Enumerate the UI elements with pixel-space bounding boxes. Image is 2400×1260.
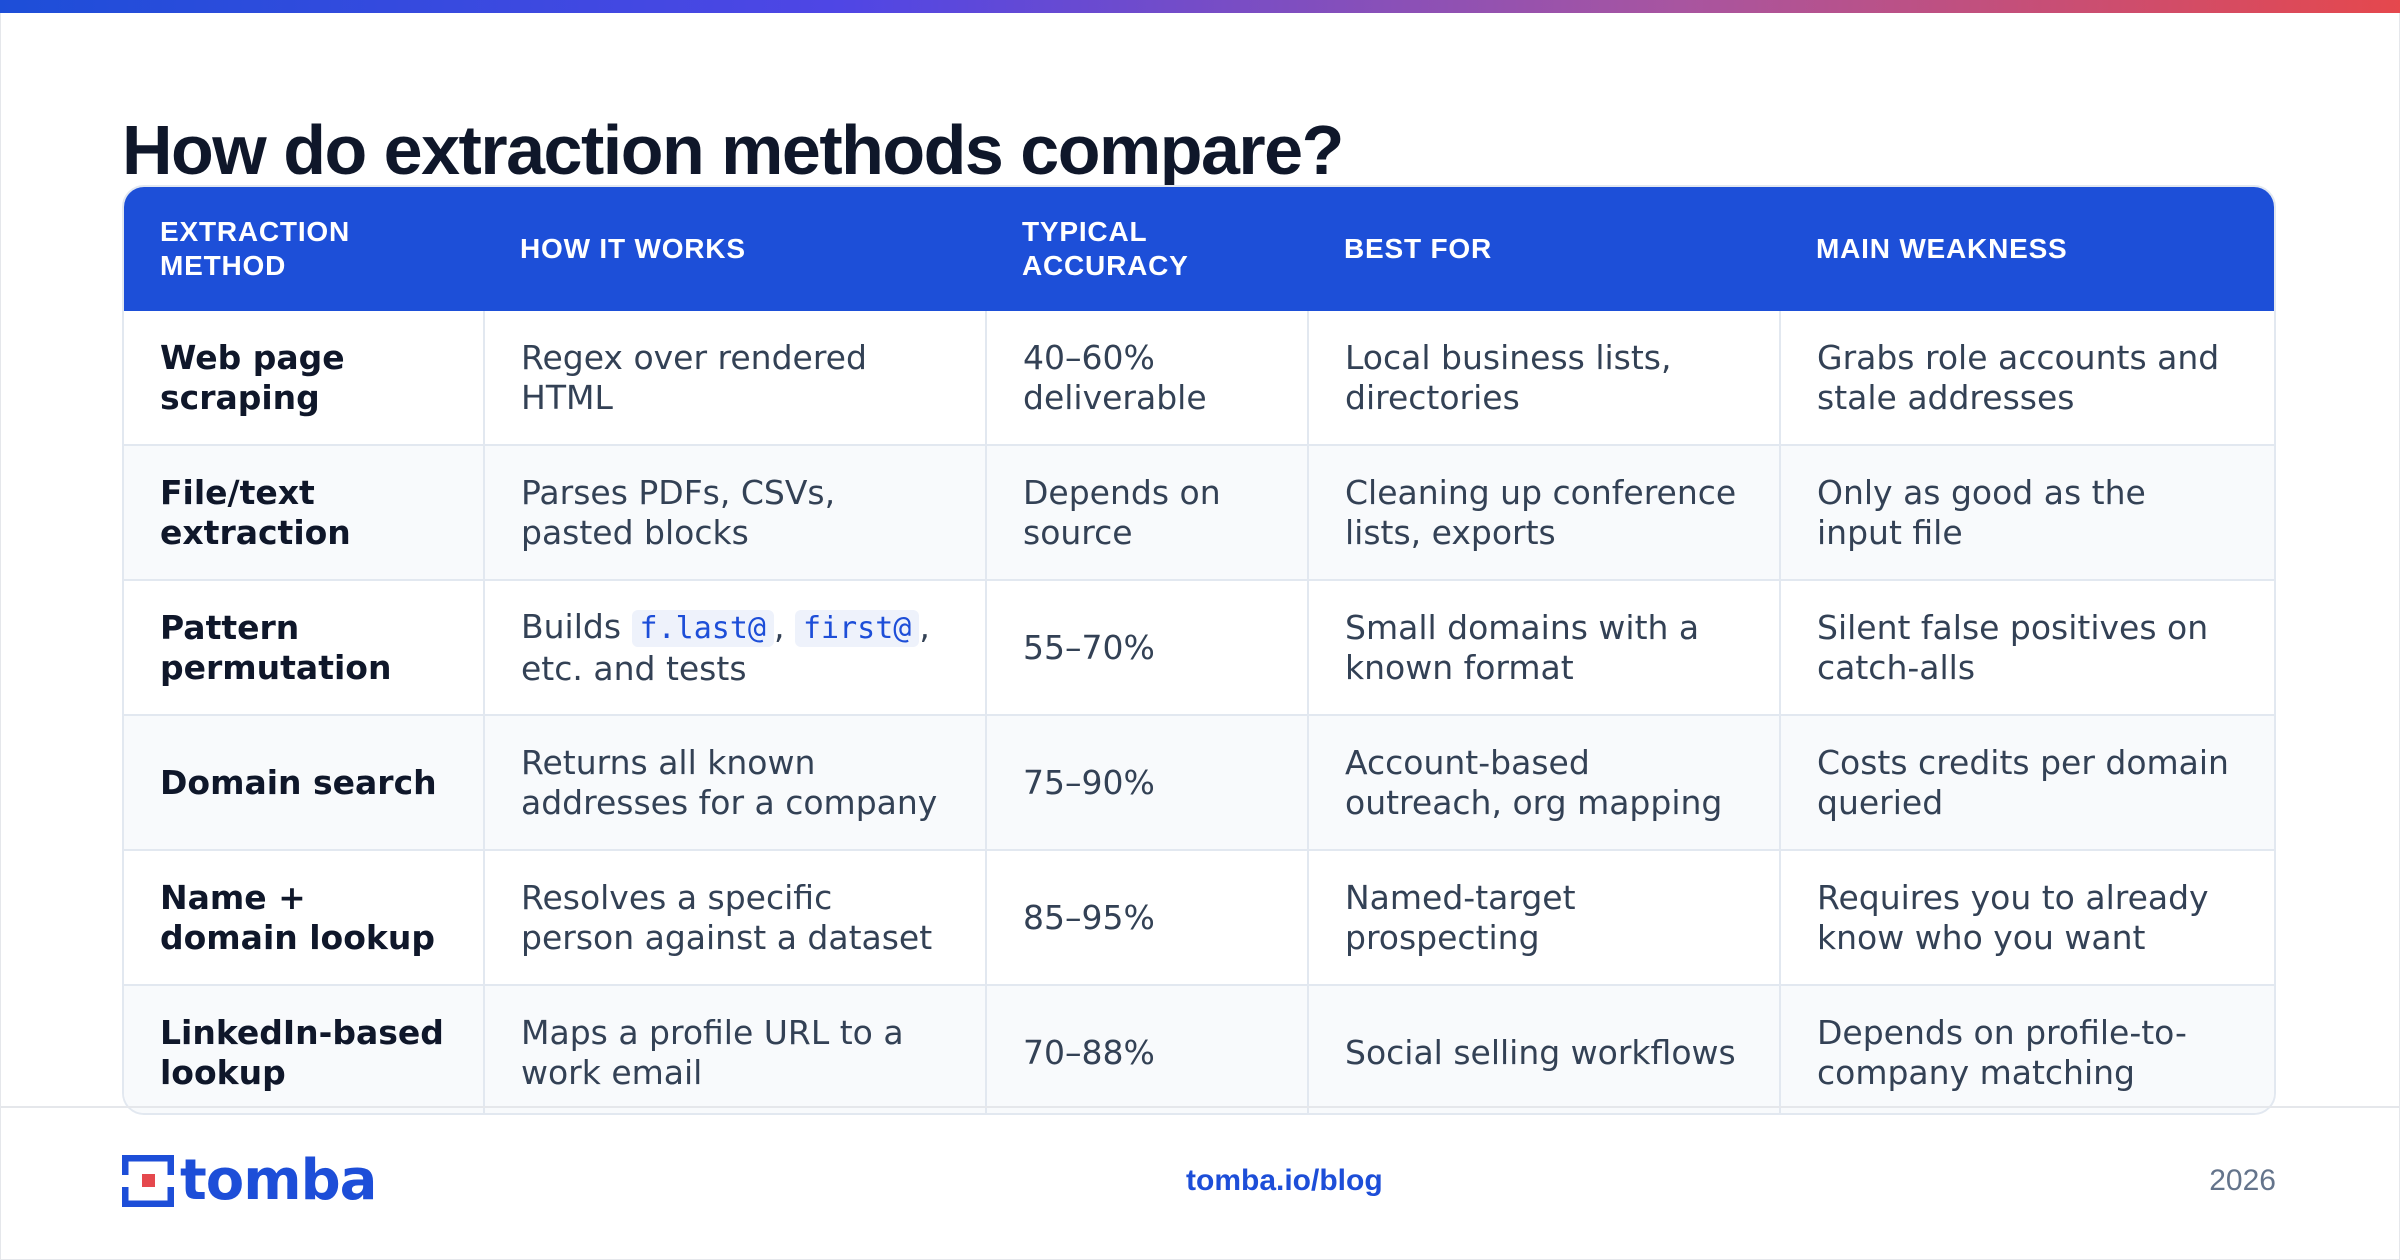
cell-how-it-works: Regex over rendered HTML bbox=[484, 311, 987, 446]
footer-divider bbox=[0, 1106, 2400, 1108]
gradient-top-bar bbox=[0, 0, 2400, 13]
cell-accuracy: 55–70% bbox=[986, 580, 1309, 716]
cell-accuracy: Depends on source bbox=[986, 445, 1309, 581]
header-how-it-works: HOW IT WORKS bbox=[484, 187, 986, 311]
cell-weakness: Depends on profile-to-company matching bbox=[1780, 985, 2274, 1113]
cell-weakness: Costs credits per domain queried bbox=[1780, 715, 2274, 851]
cell-accuracy: 70–88% bbox=[986, 985, 1309, 1113]
cell-weakness: Only as good as the input file bbox=[1780, 445, 2274, 581]
code-pattern-first: first@ bbox=[794, 609, 920, 647]
cell-weakness: Requires you to already know who you wan… bbox=[1780, 850, 2274, 986]
cell-method: Web page scraping bbox=[124, 311, 485, 446]
blog-link[interactable]: tomba.io/blog bbox=[1186, 1164, 1383, 1197]
cell-accuracy: 40–60% deliverable bbox=[986, 311, 1309, 446]
cell-best-for: Named-target prospecting bbox=[1308, 850, 1781, 986]
table-row: LinkedIn-based lookup Maps a profile URL… bbox=[124, 985, 2274, 1113]
table-header-row: EXTRACTION METHOD HOW IT WORKS TYPICAL A… bbox=[124, 187, 2274, 311]
footer-year: 2026 bbox=[2209, 1164, 2276, 1197]
table-row: Domain search Returns all known addresse… bbox=[124, 715, 2274, 851]
comparison-table-card: EXTRACTION METHOD HOW IT WORKS TYPICAL A… bbox=[122, 185, 2276, 1115]
cell-how-it-works: Resolves a specific person against a dat… bbox=[484, 850, 987, 986]
cell-weakness: Grabs role accounts and stale addresses bbox=[1780, 311, 2274, 446]
header-extraction-method: EXTRACTION METHOD bbox=[124, 187, 484, 311]
header-typical-accuracy: TYPICAL ACCURACY bbox=[986, 187, 1308, 311]
comparison-table: EXTRACTION METHOD HOW IT WORKS TYPICAL A… bbox=[124, 187, 2274, 1113]
cell-best-for: Small domains with a known format bbox=[1308, 580, 1781, 716]
cell-weakness: Silent false positives on catch-alls bbox=[1780, 580, 2274, 716]
cell-best-for: Social selling workflows bbox=[1308, 985, 1781, 1113]
cell-method: File/text extraction bbox=[124, 445, 485, 581]
how-prefix: Builds bbox=[521, 606, 622, 646]
cell-how-it-works: Returns all known addresses for a compan… bbox=[484, 715, 987, 851]
table-row: Web page scraping Regex over rendered HT… bbox=[124, 311, 2274, 446]
cell-accuracy: 85–95% bbox=[986, 850, 1309, 986]
tomba-logo-icon bbox=[122, 1155, 174, 1207]
header-main-weakness: MAIN WEAKNESS bbox=[1780, 187, 2274, 311]
tomba-logo: tomba bbox=[122, 1148, 377, 1213]
cell-method: Domain search bbox=[124, 715, 485, 851]
header-best-for: BEST FOR bbox=[1308, 187, 1780, 311]
cell-best-for: Local business lists, directories bbox=[1308, 311, 1781, 446]
cell-method: LinkedIn-based lookup bbox=[124, 985, 485, 1113]
cell-how-it-works: Maps a profile URL to a work email bbox=[484, 985, 987, 1113]
cell-how-it-works: Builds f.last@, first@, etc. and tests bbox=[484, 580, 987, 716]
table-row: Name + domain lookup Resolves a specific… bbox=[124, 850, 2274, 986]
how-suffix: , etc. and tests bbox=[521, 606, 930, 688]
cell-how-it-works: Parses PDFs, CSVs, pasted blocks bbox=[484, 445, 987, 581]
table-row: File/text extraction Parses PDFs, CSVs, … bbox=[124, 445, 2274, 581]
how-separator: , bbox=[773, 606, 785, 646]
page-title: How do extraction methods compare? bbox=[122, 111, 1344, 189]
cell-method: Pattern permutation bbox=[124, 580, 485, 716]
cell-accuracy: 75–90% bbox=[986, 715, 1309, 851]
logo-wordmark: tomba bbox=[180, 1148, 377, 1213]
table-row: Pattern permutation Builds f.last@, firs… bbox=[124, 580, 2274, 716]
cell-best-for: Account-based outreach, org mapping bbox=[1308, 715, 1781, 851]
code-pattern-f-last: f.last@ bbox=[631, 609, 774, 647]
cell-best-for: Cleaning up conference lists, exports bbox=[1308, 445, 1781, 581]
cell-method: Name + domain lookup bbox=[124, 850, 485, 986]
